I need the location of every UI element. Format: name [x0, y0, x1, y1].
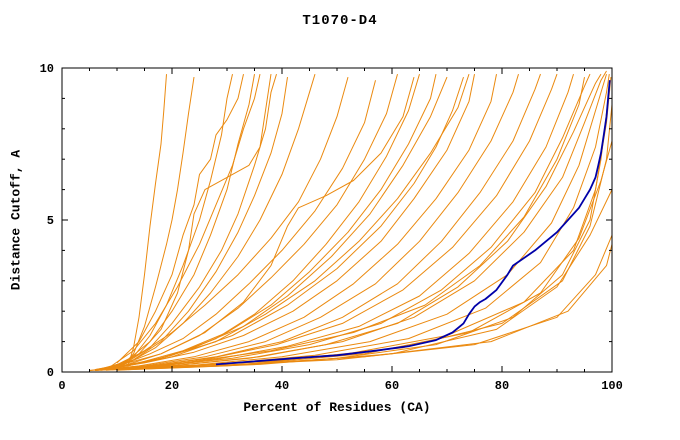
- y-tick-label: 10: [40, 62, 54, 76]
- model-curve: [105, 77, 585, 371]
- x-tick-label: 0: [58, 379, 65, 393]
- y-tick-label: 5: [47, 214, 54, 228]
- model-curve: [100, 73, 437, 370]
- model-curve: [105, 77, 288, 370]
- model-curve: [94, 73, 519, 371]
- model-curve: [89, 73, 558, 371]
- y-tick-label: 0: [47, 366, 54, 380]
- chart-title: T1070-D4: [302, 13, 378, 29]
- model-curve: [122, 77, 195, 367]
- model-curve: [111, 73, 607, 371]
- model-curve: [105, 76, 448, 370]
- model-curve: [100, 73, 316, 371]
- x-tick-label: 80: [495, 379, 509, 393]
- model-curve: [100, 76, 349, 370]
- model-curve: [94, 80, 376, 371]
- x-tick-label: 20: [165, 379, 179, 393]
- model-curve: [111, 74, 272, 368]
- model-curve: [111, 74, 255, 370]
- model-curve: [122, 140, 613, 371]
- model-curve: [116, 73, 233, 368]
- model-curve: [127, 74, 167, 367]
- model-curve: [111, 73, 261, 367]
- x-tick-label: 60: [385, 379, 399, 393]
- model-curve: [105, 73, 470, 370]
- model-curve: [215, 244, 613, 367]
- model-curve: [116, 76, 415, 367]
- x-axis-label: Percent of Residues (CA): [243, 400, 431, 415]
- model-curve: [116, 73, 244, 364]
- model-curve: [127, 189, 613, 371]
- model-curve: [94, 74, 497, 371]
- model-curve: [105, 70, 607, 371]
- model-curve: [116, 89, 610, 371]
- model-curve: [100, 73, 591, 371]
- x-tick-label: 100: [601, 379, 623, 393]
- model-curve: [171, 235, 613, 368]
- model-curve: [100, 74, 475, 371]
- model-curve: [111, 76, 464, 370]
- x-tick-label: 40: [275, 379, 289, 393]
- best-model-curve: [215, 80, 611, 366]
